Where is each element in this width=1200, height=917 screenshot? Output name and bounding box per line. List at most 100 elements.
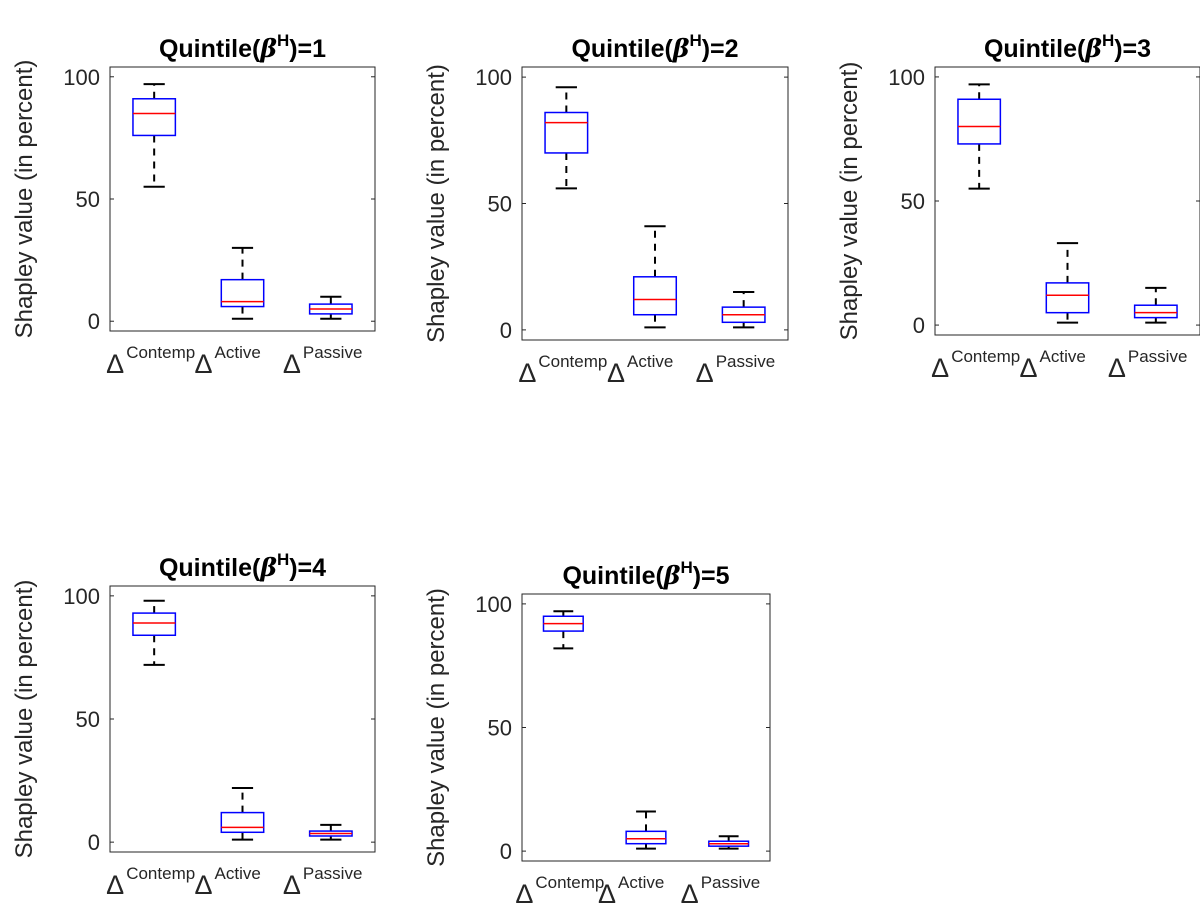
delta-symbol: Δ xyxy=(195,349,213,379)
box-active: Δ Active xyxy=(607,225,678,388)
chart-title: Quintile(βH)=2 xyxy=(571,31,738,63)
box-iqr xyxy=(220,278,265,308)
delta-symbol: Δ xyxy=(681,879,699,909)
title-superscript: H xyxy=(680,558,692,577)
box-iqr xyxy=(957,98,1002,145)
y-tick-label: 0 xyxy=(500,318,512,343)
box-passive: Δ Passive xyxy=(283,823,363,900)
chart-panel-3: 0 50 100 Shapley value (in percent) Quintile… xyxy=(836,31,1200,383)
x-tick-label: Δ Passive xyxy=(283,343,363,379)
category-name: Active xyxy=(1040,347,1086,366)
box-iqr xyxy=(132,98,177,137)
y-tick-label: 50 xyxy=(488,192,512,217)
box-passive: Δ Passive xyxy=(283,295,363,379)
title-suffix: )=4 xyxy=(289,554,326,582)
y-tick-label: 100 xyxy=(475,65,512,90)
chart-panel-4: 0 50 100 Shapley value (in percent) Quintile… xyxy=(11,550,376,900)
x-tick-label: Δ Active xyxy=(1020,347,1086,383)
category-name: Passive xyxy=(1128,347,1188,366)
delta-symbol: Δ xyxy=(696,358,714,388)
x-tick-label: Δ Contemp xyxy=(518,352,607,388)
chart-panel-1: 0 50 100 Shapley value (in percent) Quintile… xyxy=(11,31,376,379)
y-tick-label: 100 xyxy=(63,584,100,609)
chart-panel-5: 0 50 100 Shapley value (in percent) Quintile… xyxy=(423,558,771,909)
x-tick-label: Δ Contemp xyxy=(931,347,1020,383)
category-name: Contemp xyxy=(535,873,604,892)
title-superscript: H xyxy=(1102,31,1114,50)
box-active: Δ Active xyxy=(195,786,265,900)
title-superscript: H xyxy=(277,550,289,569)
y-axis-label: Shapley value (in percent) xyxy=(11,60,38,339)
box-iqr xyxy=(625,830,667,845)
delta-symbol: Δ xyxy=(283,349,301,379)
y-tick-label: 100 xyxy=(63,65,100,90)
delta-symbol: Δ xyxy=(283,870,301,900)
x-tick-label: Δ Contemp xyxy=(515,873,604,909)
x-tick-label: Δ Contemp xyxy=(106,343,195,379)
title-superscript: H xyxy=(689,31,701,50)
y-tick-label: 0 xyxy=(913,313,925,338)
y-tick-label: 50 xyxy=(488,716,512,741)
y-tick-label: 100 xyxy=(888,65,925,90)
title-superscript: H xyxy=(277,31,289,50)
box-iqr xyxy=(632,276,678,316)
box-passive: Δ Passive xyxy=(681,835,761,909)
category-name: Active xyxy=(618,873,664,892)
title-prefix: Quintile( xyxy=(562,562,664,590)
title-prefix: Quintile( xyxy=(571,35,673,63)
delta-symbol: Δ xyxy=(1108,353,1126,383)
y-axis-label: Shapley value (in percent) xyxy=(423,588,450,867)
title-beta-symbol: β xyxy=(672,34,690,63)
y-tick-label: 0 xyxy=(500,839,512,864)
box-contemp: Δ Contemp xyxy=(931,83,1020,383)
x-tick-label: Δ Contemp xyxy=(106,864,195,900)
title-beta-symbol: β xyxy=(1084,34,1102,63)
y-tick-label: 50 xyxy=(76,187,100,212)
box-iqr xyxy=(1045,282,1090,314)
box-contemp: Δ Contemp xyxy=(518,86,607,388)
delta-symbol: Δ xyxy=(1020,353,1038,383)
title-suffix: )=2 xyxy=(702,35,739,63)
delta-symbol: Δ xyxy=(195,870,213,900)
y-axis-label: Shapley value (in percent) xyxy=(836,62,863,341)
title-prefix: Quintile( xyxy=(159,35,261,63)
box-contemp: Δ Contemp xyxy=(106,599,195,900)
y-tick-label: 0 xyxy=(88,309,100,334)
category-name: Contemp xyxy=(126,343,195,362)
title-suffix: )=1 xyxy=(289,35,326,63)
box-active: Δ Active xyxy=(195,246,265,379)
category-name: Passive xyxy=(716,352,776,371)
category-name: Passive xyxy=(303,864,363,883)
x-tick-label: Δ Passive xyxy=(696,352,776,388)
title-beta-symbol: β xyxy=(259,34,277,63)
box-iqr xyxy=(544,111,589,154)
delta-symbol: Δ xyxy=(598,879,616,909)
title-prefix: Quintile( xyxy=(159,554,261,582)
category-name: Passive xyxy=(701,873,761,892)
x-tick-label: Δ Passive xyxy=(681,873,761,909)
box-iqr xyxy=(1133,304,1178,319)
x-tick-label: Δ Active xyxy=(598,873,664,909)
box-passive: Δ Passive xyxy=(1108,286,1188,383)
delta-symbol: Δ xyxy=(931,353,949,383)
chart-title: Quintile(βH)=5 xyxy=(562,558,729,590)
box-iqr xyxy=(132,612,177,637)
category-name: Active xyxy=(215,343,261,362)
delta-symbol: Δ xyxy=(518,358,536,388)
chart-title: Quintile(βH)=4 xyxy=(159,550,326,582)
delta-symbol: Δ xyxy=(106,870,124,900)
chart-title: Quintile(βH)=3 xyxy=(984,31,1151,63)
title-beta-symbol: β xyxy=(259,553,277,582)
y-axis-label: Shapley value (in percent) xyxy=(11,580,38,859)
y-axis-label: Shapley value (in percent) xyxy=(423,64,450,343)
category-name: Passive xyxy=(303,343,363,362)
x-tick-label: Δ Active xyxy=(195,343,261,379)
box-contemp: Δ Contemp xyxy=(106,83,195,379)
x-tick-label: Δ Active xyxy=(195,864,261,900)
box-active: Δ Active xyxy=(1020,242,1090,383)
title-suffix: )=5 xyxy=(693,562,730,590)
box-iqr xyxy=(220,811,265,834)
title-suffix: )=3 xyxy=(1114,35,1151,63)
y-tick-label: 50 xyxy=(901,189,925,214)
